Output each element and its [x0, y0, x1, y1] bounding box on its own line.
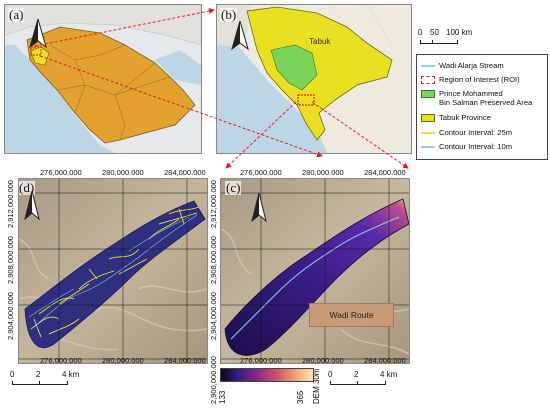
north-arrow-icon [24, 191, 40, 221]
tabuk-place-label: Tabuk [309, 37, 331, 46]
arrow-a-to-b-bottom [39, 55, 323, 158]
panel-d-label: (d) [19, 180, 36, 195]
d-y-tick: 2,904,000.000 [6, 292, 15, 340]
tabuk-province [246, 6, 393, 141]
d-x-tick-bottom: 276,000.000 [40, 356, 82, 365]
d-x-tick-top: 284,000.000 [164, 168, 206, 177]
contour-map-svg [19, 179, 207, 363]
arrow-a-to-b-top [34, 8, 215, 47]
d-y-tick: 2,912,000.000 [6, 180, 15, 228]
c-x-tick-top: 284,000.000 [364, 168, 406, 177]
panel-b-label: (b) [220, 7, 238, 22]
d-y-tick: 2,908,000.000 [6, 236, 15, 284]
c-x-tick-top: 280,000.000 [302, 168, 344, 177]
persian-gulf [155, 50, 201, 85]
roi-box-b [297, 94, 315, 106]
d-x-tick-bottom: 284,000.000 [164, 356, 206, 365]
panel-a-label: (a) [8, 7, 25, 22]
colorbar-min: 133 [218, 390, 227, 404]
colorbar-title: DEM 30m [312, 368, 321, 404]
map-legend: Wadi Alarja Stream Region of Interest (R… [416, 54, 548, 160]
c-x-tick-bottom: 276,000.000 [240, 356, 282, 365]
dem-wadi-region [224, 198, 409, 356]
c-y-tick: 2,904,000.000 [209, 292, 218, 340]
legend-item-contour-10: Contour Interval: 10m [421, 142, 512, 151]
scalebar-top: 0 50 100 km [418, 28, 520, 52]
d-x-tick-top: 280,000.000 [102, 168, 144, 177]
panel-c-label: (c) [225, 180, 242, 195]
c-y-tick: 2,912,000.000 [209, 180, 218, 228]
legend-item-tabuk: Tabuk Province [421, 113, 491, 122]
c-y-tick: 2,908,000.000 [209, 236, 218, 284]
c-x-tick-bottom: 284,000.000 [364, 356, 406, 365]
d-x-tick-top: 276,000.000 [40, 168, 82, 177]
scalebar-d: 0 2 4 km [10, 370, 92, 392]
wadi-route-label: Wadi Route [309, 303, 394, 327]
panel-a-saudi-map: (a) [4, 4, 202, 154]
dem-colorbar [220, 368, 314, 382]
scalebar-c: 0 2 4 km [328, 370, 410, 392]
colorbar-max: 365 [296, 390, 305, 404]
wadi-stream-line [230, 216, 400, 340]
roi-box-a [30, 46, 42, 56]
saudi-arabia-shape [26, 26, 196, 144]
panel-c-dem-map: (c) [220, 178, 410, 364]
legend-item-preserved-area: Prince Mohammed Bin Salman Preserved Are… [421, 89, 532, 107]
north-arrow-icon [251, 193, 267, 223]
c-x-tick-bottom: 280,000.000 [302, 356, 344, 365]
red-sea [5, 45, 115, 153]
legend-item-contour-25: Contour Interval: 25m [421, 128, 512, 137]
c-x-tick-top: 276,000.000 [240, 168, 282, 177]
dem-map-svg [221, 179, 409, 363]
legend-item-roi: Region of Interest (ROI) [421, 75, 520, 84]
arrow-b-to-c [225, 101, 297, 169]
prince-mohammed-preserved-area [270, 44, 318, 91]
d-x-tick-bottom: 280,000.000 [102, 356, 144, 365]
legend-item-stream: Wadi Alarja Stream [421, 61, 504, 70]
north-arrow-icon [231, 21, 249, 51]
sea-b [217, 45, 327, 153]
north-arrow-icon [29, 19, 47, 49]
panel-d-contour-map: (d) [18, 178, 208, 364]
panel-b-tabuk-map: (b) Tabuk [216, 4, 412, 154]
arrow-b-to-c2 [311, 101, 409, 169]
c-y-tick: 2,900,000.000 [209, 356, 218, 404]
